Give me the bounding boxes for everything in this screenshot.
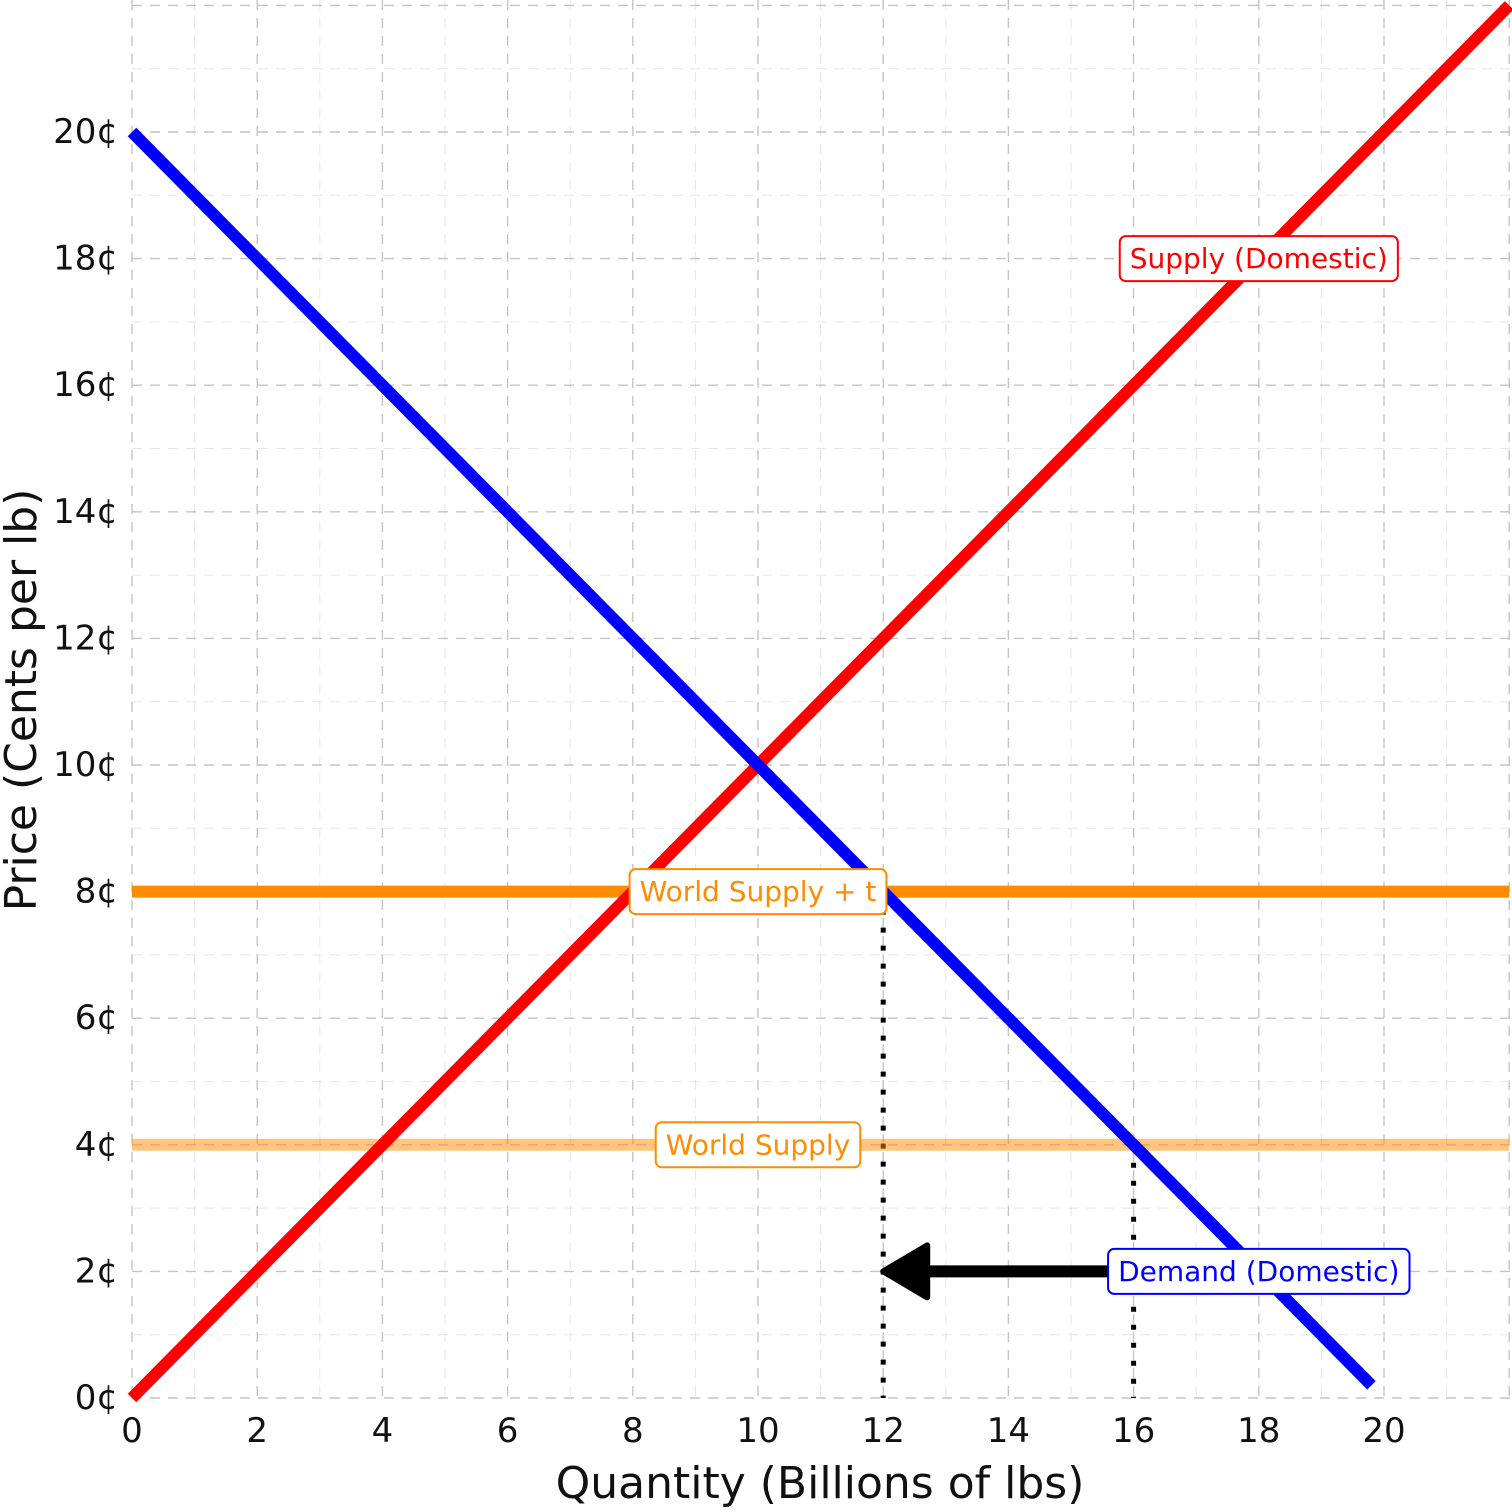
label-text: World Supply + t xyxy=(640,875,877,908)
label-text: Supply (Domestic) xyxy=(1130,242,1388,275)
x-tick-label: 20 xyxy=(1362,1411,1405,1451)
y-tick-label: 2¢ xyxy=(75,1251,118,1291)
label-world-supply: World Supply xyxy=(654,1121,862,1169)
arrow-head xyxy=(880,1242,931,1301)
label-box xyxy=(1107,1247,1411,1295)
label-world-supply-t: World Supply + t xyxy=(628,868,888,916)
label-text: Demand (Domestic) xyxy=(1118,1255,1399,1288)
y-tick-label: 12¢ xyxy=(53,618,118,658)
y-tick-label: 4¢ xyxy=(75,1125,118,1165)
curve-labels: Supply (Domestic) Demand (Domestic) World … xyxy=(628,235,1411,1295)
y-tick-label: 14¢ xyxy=(53,492,118,532)
y-tick-label: 0¢ xyxy=(75,1378,118,1418)
y-tick-labels: 0¢ 2¢ 4¢ 6¢ 8¢ 10¢ 12¢ 14¢ 16¢ 18¢ 20¢ xyxy=(53,112,118,1418)
x-tick-label: 0 xyxy=(121,1411,143,1451)
y-tick-label: 16¢ xyxy=(53,365,118,405)
y-tick-label: 6¢ xyxy=(75,998,118,1038)
label-box xyxy=(1118,235,1399,283)
x-tick-label: 14 xyxy=(987,1411,1030,1451)
y-tick-label: 8¢ xyxy=(75,872,118,912)
x-tick-label: 4 xyxy=(372,1411,394,1451)
x-axis-title: Quantity (Billions of lbs) xyxy=(556,1458,1085,1509)
label-text: World Supply xyxy=(666,1128,851,1161)
x-tick-label: 18 xyxy=(1237,1411,1280,1451)
x-tick-label: 2 xyxy=(246,1411,268,1451)
y-axis-title: Price (Cents per lb) xyxy=(0,489,47,912)
x-tick-labels: 0 2 4 6 8 10 12 14 16 18 20 xyxy=(121,1411,1405,1451)
label-supply-domestic: Supply (Domestic) xyxy=(1118,235,1399,283)
label-demand-domestic: Demand (Domestic) xyxy=(1107,1247,1411,1295)
y-tick-label: 18¢ xyxy=(53,239,118,279)
x-tick-label: 10 xyxy=(736,1411,779,1451)
series-line-demand-domestic xyxy=(127,127,1376,1390)
x-tick-label: 8 xyxy=(622,1411,644,1451)
x-tick-label: 12 xyxy=(862,1411,905,1451)
x-tick-label: 16 xyxy=(1112,1411,1155,1451)
label-box xyxy=(654,1121,862,1169)
y-tick-label: 10¢ xyxy=(53,745,118,785)
y-tick-label: 20¢ xyxy=(53,112,118,152)
quantity-shift-arrow xyxy=(880,1242,1134,1301)
x-tick-label: 6 xyxy=(497,1411,519,1451)
label-box xyxy=(628,868,888,916)
